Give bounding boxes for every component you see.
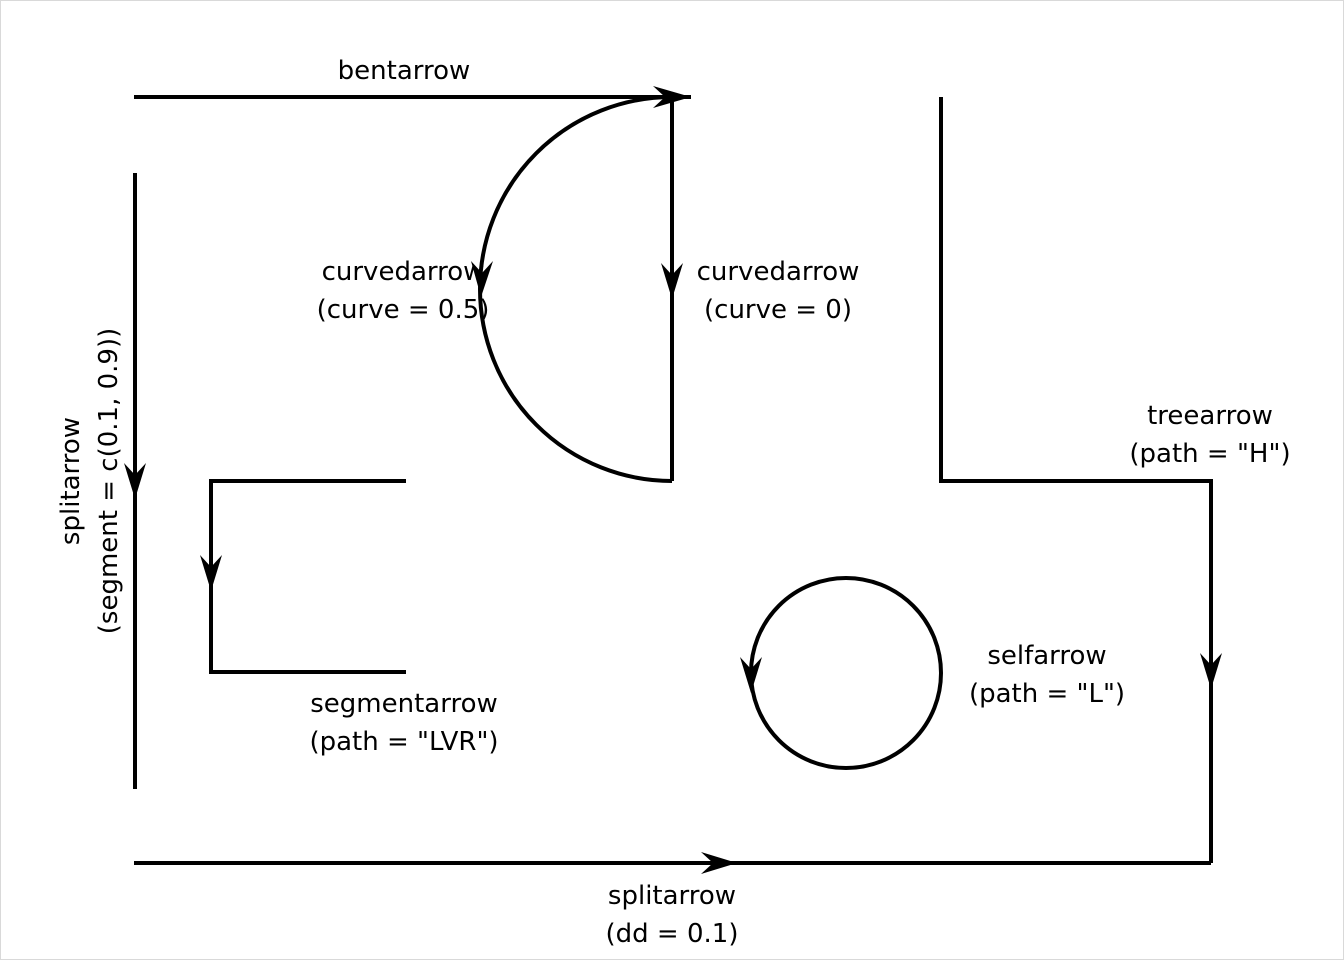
splitarrow-bottom — [134, 852, 1211, 874]
treearrow — [939, 97, 1222, 863]
selfarrow-param: (path = "L") — [969, 679, 1125, 709]
curvedarrow-half — [471, 95, 673, 483]
curvedarrow-half-arc — [478, 95, 673, 483]
bentarrow-line — [134, 95, 691, 481]
splitarrow-vertical-head — [124, 463, 146, 499]
curvedarrow-half-head — [471, 261, 493, 297]
bentarrow-label: bentarrow — [338, 56, 471, 86]
treearrow-param: (path = "H") — [1129, 439, 1290, 469]
splitarrow-vertical-label: splitarrow — [56, 417, 86, 545]
selfarrow-circle — [749, 576, 943, 770]
curvedarrow-half-label: curvedarrow — [322, 257, 485, 287]
curvedarrow-zero — [661, 263, 683, 299]
curvedarrow-zero-head — [661, 263, 683, 299]
segmentarrow-line — [209, 479, 406, 674]
curvedarrow-zero-param: (curve = 0) — [704, 295, 852, 325]
splitarrow-bottom-param: (dd = 0.1) — [606, 919, 739, 949]
curvedarrow-half-param: (curve = 0.5) — [317, 295, 490, 325]
selfarrow-label: selfarrow — [987, 641, 1106, 671]
segmentarrow — [200, 479, 406, 674]
treearrow-line — [939, 97, 1213, 863]
splitarrow-vertical — [124, 173, 146, 789]
splitarrow-bottom-head — [701, 852, 737, 874]
curvedarrow-zero-label: curvedarrow — [697, 257, 860, 287]
segmentarrow-head — [200, 555, 222, 591]
segmentarrow-param: (path = "LVR") — [309, 727, 498, 757]
splitarrow-vertical-label-group: splitarrow (segment = c(0.1, 0.9)) — [56, 328, 124, 634]
splitarrow-vertical-param: (segment = c(0.1, 0.9)) — [94, 328, 124, 634]
treearrow-head — [1200, 653, 1222, 689]
selfarrow — [740, 576, 943, 770]
splitarrow-bottom-label: splitarrow — [608, 881, 736, 911]
selfarrow-head — [740, 657, 762, 693]
treearrow-label: treearrow — [1147, 401, 1273, 431]
segmentarrow-label: segmentarrow — [310, 689, 498, 719]
